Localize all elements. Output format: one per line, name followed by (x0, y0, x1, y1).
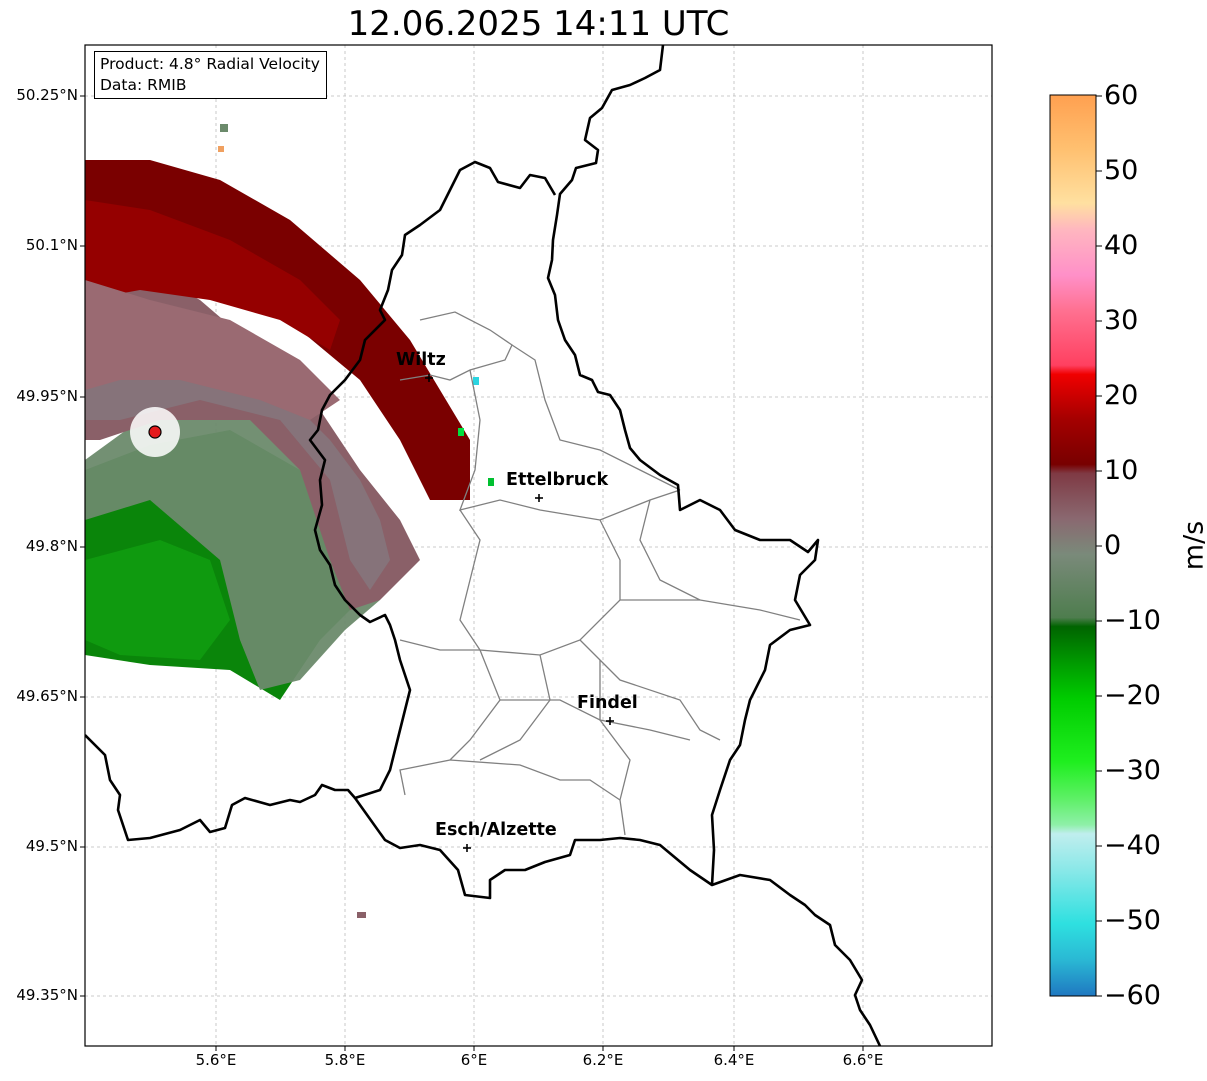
lat-label: 50.1°N (25, 236, 78, 254)
colorbar-tick-label: 10 (1104, 455, 1139, 486)
colorbar-tick-label: 20 (1104, 380, 1139, 411)
bright-green-area (85, 540, 230, 660)
colorbar-tick-label: −50 (1104, 905, 1161, 936)
colorbar-tick-label: −10 (1104, 605, 1161, 636)
colorbar-tick-label: −20 (1104, 680, 1161, 711)
colorbar-tick-label: 60 (1104, 80, 1139, 111)
lat-label: 49.95°N (16, 387, 78, 405)
colorbar-tick-label: 30 (1104, 305, 1139, 336)
lat-label: 49.35°N (16, 986, 78, 1004)
colorbar-unit-label: m/s (1178, 520, 1207, 571)
city-label-findel: Findel (577, 693, 638, 713)
lon-label: 6.6°E (842, 1051, 884, 1069)
lat-label: 49.8°N (25, 537, 78, 555)
outbound-dark-area (85, 320, 390, 590)
colorbar-tick-label: −30 (1104, 755, 1161, 786)
colorbar-tick-label: 0 (1104, 530, 1122, 561)
city-marker-wiltz (425, 374, 433, 382)
city-label-wiltz: Wiltz (396, 350, 446, 370)
city-marker-esch (463, 844, 471, 852)
lon-label: 6.2°E (582, 1051, 624, 1069)
product-info-box: Product: 4.8° Radial Velocity Data: RMIB (94, 51, 327, 99)
radar-velocity-field (85, 124, 494, 918)
strong-outbound-inner (85, 200, 340, 350)
lon-label: 5.6°E (195, 1051, 237, 1069)
map-title: 12.06.2025 14:11 UTC (347, 4, 730, 44)
lat-label: 49.5°N (25, 837, 78, 855)
colorbar-ticks (1096, 95, 1102, 997)
data-source-label: Data: RMIB (100, 76, 187, 94)
colorbar-tick-label: −60 (1104, 980, 1161, 1011)
lat-label: 49.65°N (16, 687, 78, 705)
mid-outbound-area (85, 280, 340, 420)
product-label: Product: 4.8° Radial Velocity (100, 55, 320, 73)
lon-label: 6.4°E (713, 1051, 755, 1069)
colorbar-tick-label: 40 (1104, 230, 1139, 261)
lon-label: 6°E (460, 1051, 488, 1069)
axis-ticks (80, 95, 864, 1051)
lat-label: 50.25°N (16, 86, 78, 104)
city-marker-findel (606, 717, 614, 725)
city-markers (425, 374, 614, 852)
colorbar-tick-label: −40 (1104, 830, 1161, 861)
country-borders (85, 45, 882, 1046)
city-label-ettelbruck: Ettelbruck (506, 470, 609, 490)
district-boundaries (399, 311, 801, 836)
radar-site-marker (148, 425, 162, 439)
colorbar-gradient (1049, 94, 1097, 997)
city-marker-ettelbruck (535, 494, 543, 502)
city-label-esch-alzette: Esch/Alzette (435, 820, 557, 840)
lon-label: 5.8°E (324, 1051, 366, 1069)
plot-frame (84, 44, 993, 1047)
colorbar-tick-label: 50 (1104, 155, 1139, 186)
